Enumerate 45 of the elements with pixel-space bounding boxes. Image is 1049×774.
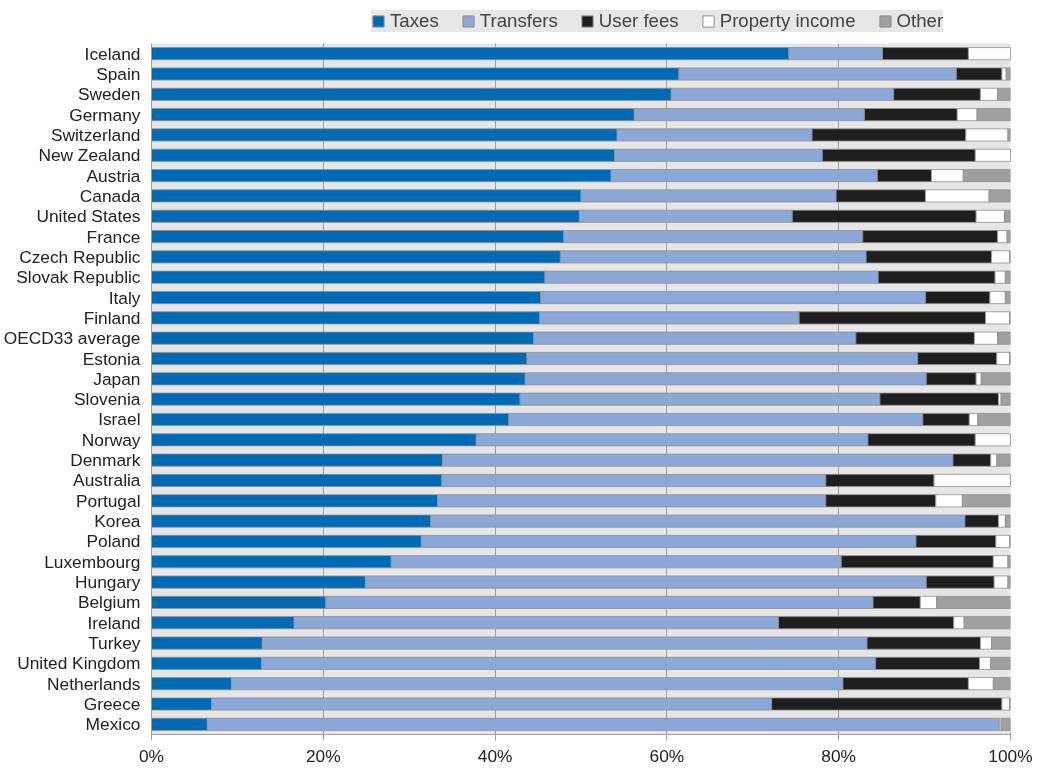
legend-label: Transfers (479, 10, 558, 32)
y-tick-label: United States (36, 206, 141, 227)
y-tick-label: Norway (81, 429, 141, 450)
x-tick-label: 100% (988, 745, 1033, 766)
y-tick-label: Canada (79, 185, 141, 206)
y-tick-label: Belgium (77, 592, 141, 613)
x-tick-label: 0% (138, 745, 165, 766)
y-tick-label: Slovak Republic (16, 267, 141, 288)
y-tick-label: Sweden (77, 84, 141, 105)
y-tick-label: Israel (98, 409, 141, 430)
y-tick-label: Greece (83, 694, 141, 715)
y-tick-label: Poland (86, 531, 141, 552)
y-tick-label: New Zealand (38, 145, 141, 166)
y-tick-label: France (86, 226, 141, 247)
x-tick-label: 60% (649, 745, 685, 766)
legend-label: User fees (598, 10, 679, 32)
y-tick-label: Estonia (82, 348, 141, 369)
y-tick-label: Turkey (88, 633, 141, 654)
y-tick-label: Luxembourg (44, 551, 141, 572)
y-tick-label: Australia (73, 470, 141, 491)
y-tick-label: Czech Republic (19, 246, 141, 267)
x-tick-label: 80% (821, 745, 857, 766)
y-tick-label: Iceland (84, 43, 141, 64)
x-tick-label: 20% (305, 745, 341, 766)
x-tick-label: 40% (477, 745, 513, 766)
y-tick-label: Slovenia (74, 389, 141, 410)
y-tick-label: United Kingdom (17, 653, 141, 674)
y-tick-label: Ireland (87, 612, 141, 633)
legend-label: Property income (719, 10, 856, 32)
y-tick-label: Netherlands (47, 673, 141, 694)
y-tick-label: Spain (96, 63, 141, 84)
y-tick-label: Denmark (70, 450, 141, 471)
legend-label: Taxes (390, 10, 439, 32)
y-tick-label: Austria (86, 165, 141, 186)
y-tick-label: Finland (83, 307, 141, 328)
legend-label: Other (896, 10, 944, 32)
y-tick-label: Switzerland (50, 124, 141, 145)
y-tick-label: Hungary (75, 572, 141, 593)
y-tick-label: OECD33 average (3, 328, 141, 349)
y-tick-label: Germany (69, 104, 141, 125)
y-tick-label: Mexico (85, 714, 141, 735)
y-tick-label: Portugal (75, 490, 141, 511)
y-tick-label: Korea (94, 511, 141, 532)
y-tick-label: Italy (108, 287, 141, 308)
y-tick-label: Japan (93, 368, 141, 389)
